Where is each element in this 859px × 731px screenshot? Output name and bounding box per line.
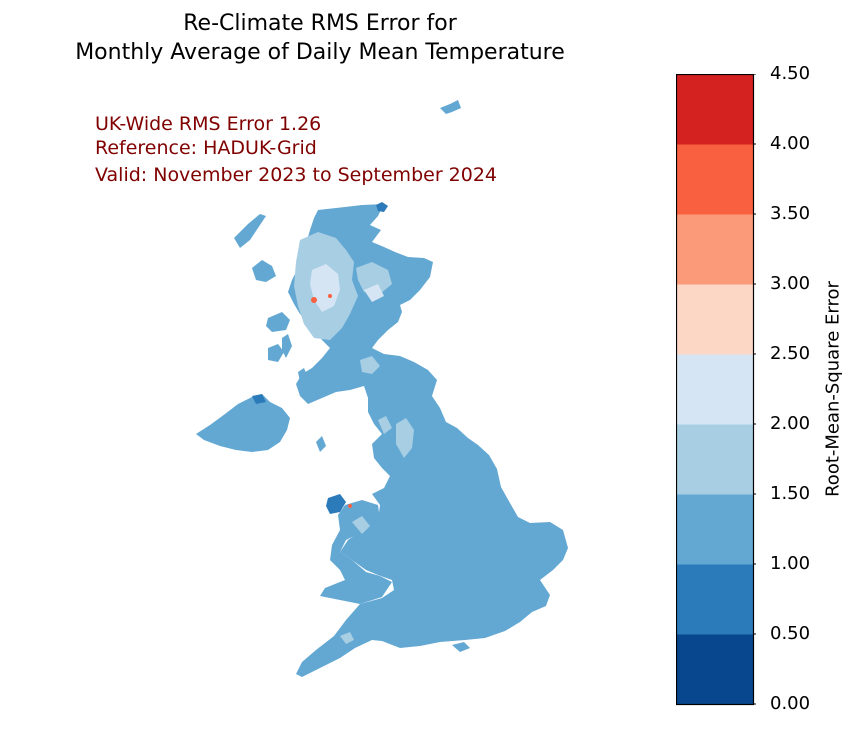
isle-of-wight bbox=[452, 642, 470, 652]
arran-island bbox=[298, 368, 308, 382]
colorbar-tick-label: 2.50 bbox=[770, 343, 811, 364]
colorbar-tick-label: 0.00 bbox=[770, 693, 811, 714]
uk-rms-error-map bbox=[196, 100, 568, 677]
outer-hebrides-islands bbox=[234, 214, 266, 248]
colorbar-tick-label: 1.00 bbox=[770, 553, 811, 574]
colorbar-border bbox=[676, 74, 755, 706]
colorbar-tick-label: 3.50 bbox=[770, 203, 811, 224]
colorbar-segment bbox=[676, 284, 754, 355]
skye-island bbox=[252, 260, 276, 282]
pennines-region bbox=[396, 418, 414, 458]
highlands-core-region bbox=[310, 264, 340, 312]
colorbar-segment bbox=[676, 74, 754, 145]
cairngorms-white-patch bbox=[364, 284, 384, 302]
orkney-islands bbox=[376, 202, 388, 212]
chart-title-line-2: Monthly Average of Daily Mean Temperatur… bbox=[75, 40, 565, 65]
colorbar-tick-label: 1.50 bbox=[770, 483, 811, 504]
mull-island bbox=[266, 312, 290, 332]
uk-wide-rms-annotation: UK-Wide RMS Error 1.26 bbox=[95, 113, 322, 135]
colorbar-tick-label: 3.00 bbox=[770, 273, 811, 294]
anglesey-island bbox=[326, 494, 346, 514]
colorbar-segment bbox=[676, 634, 754, 705]
wales-landmass bbox=[320, 500, 392, 604]
high-error-hotspot bbox=[328, 294, 332, 298]
great-britain-landmass bbox=[288, 204, 568, 677]
colorbar-label: Root-Mean-Square Error bbox=[822, 281, 844, 497]
lower-error-coast bbox=[252, 394, 266, 404]
grampians-region bbox=[356, 262, 392, 294]
colorbar-segment bbox=[676, 214, 754, 285]
islay-island bbox=[268, 344, 284, 362]
northern-ireland-landmass bbox=[196, 394, 290, 452]
isle-of-man bbox=[316, 436, 326, 452]
colorbar-tick-label: 4.00 bbox=[770, 133, 811, 154]
colorbar-segment bbox=[676, 564, 754, 635]
shetland-islands bbox=[440, 100, 461, 114]
colorbar-segment bbox=[676, 354, 754, 425]
colorbar-segment bbox=[676, 424, 754, 495]
colorbar-segment bbox=[676, 144, 754, 215]
southern-uplands-region bbox=[360, 356, 380, 374]
high-error-hotspot bbox=[311, 297, 317, 303]
colorbar-tick-label: 4.50 bbox=[770, 63, 811, 84]
chart-title-line-1: Re-Climate RMS Error for bbox=[183, 11, 457, 36]
snowdonia-region bbox=[352, 516, 370, 534]
reference-annotation: Reference: HADUK-Grid bbox=[95, 137, 317, 159]
colorbar-tick-label: 2.00 bbox=[770, 413, 811, 434]
jura-island bbox=[282, 334, 292, 358]
high-error-hotspot bbox=[348, 504, 352, 508]
colorbar bbox=[676, 74, 756, 706]
valid-period-annotation: Valid: November 2023 to September 2024 bbox=[95, 164, 498, 186]
colorbar-segment bbox=[676, 494, 754, 565]
dartmoor-region bbox=[340, 632, 354, 644]
lake-district-region bbox=[378, 416, 392, 434]
colorbar-tick-label: 0.50 bbox=[770, 623, 811, 644]
